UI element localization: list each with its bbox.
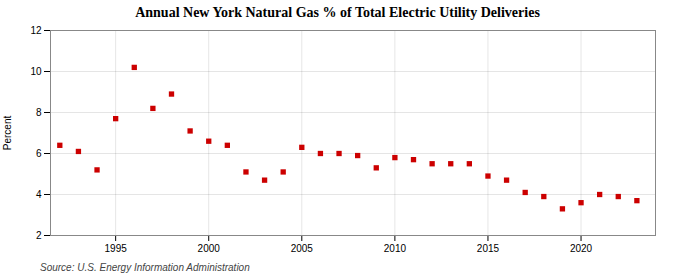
- svg-text:2: 2: [36, 230, 42, 241]
- svg-text:Percent: Percent: [2, 116, 13, 151]
- svg-text:1995: 1995: [105, 243, 128, 254]
- svg-text:2000: 2000: [198, 243, 221, 254]
- svg-text:12: 12: [30, 25, 42, 36]
- svg-text:2020: 2020: [570, 243, 593, 254]
- html-text:Source: U.S. Energy Informatio: Source: U.S. Energy Information Administ…: [40, 262, 250, 273]
- svg-text:10: 10: [30, 66, 42, 77]
- html-text:Annual New York Natural Gas %: Annual New York Natural Gas % of Total E…: [135, 5, 540, 20]
- svg-text:2010: 2010: [384, 243, 407, 254]
- svg-text:4: 4: [36, 189, 42, 200]
- svg-text:2015: 2015: [477, 243, 500, 254]
- svg-text:8: 8: [36, 107, 42, 118]
- svg-text:2005: 2005: [291, 243, 314, 254]
- svg-text:6: 6: [36, 148, 42, 159]
